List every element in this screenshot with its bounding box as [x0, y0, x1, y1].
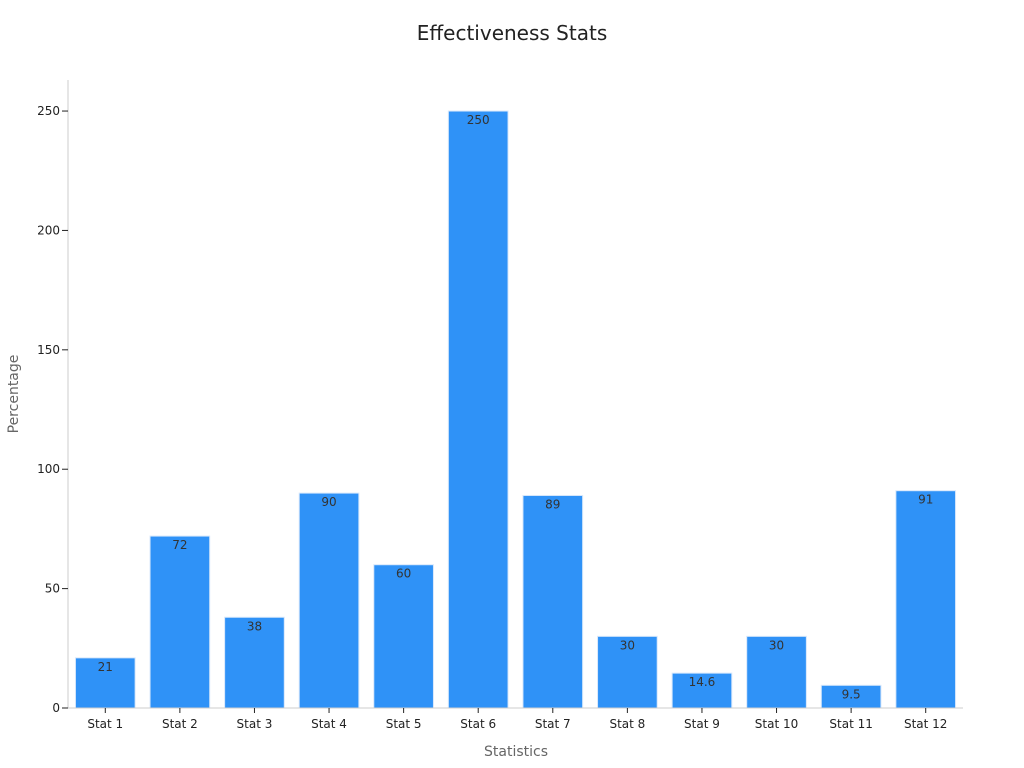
x-tick-label: Stat 9 [684, 717, 720, 731]
y-tick-label: 0 [52, 701, 60, 715]
data-label: 72 [172, 538, 187, 552]
bar [298, 492, 360, 709]
bar [149, 535, 211, 709]
bar [447, 110, 509, 709]
data-label: 9.5 [842, 687, 861, 701]
bars: 21 72 38 90 60 250 89 30 14.6 30 9.5 91 [74, 110, 957, 709]
y-tick-label: 100 [37, 462, 60, 476]
y-axis: 0 50 100 150 200 250 [37, 80, 69, 715]
data-label: 250 [467, 113, 490, 127]
x-tick-label: Stat 8 [609, 717, 645, 731]
y-tick-label: 150 [37, 343, 60, 357]
data-label: 60 [396, 567, 411, 581]
bar [597, 635, 658, 709]
x-tick-label: Stat 6 [460, 717, 496, 731]
x-axis-title: Statistics [484, 744, 548, 760]
x-tick-label: Stat 10 [755, 717, 798, 731]
x-tick-label: Stat 1 [87, 717, 123, 731]
data-label: 89 [545, 497, 560, 511]
chart-title: Effectiveness Stats [417, 21, 608, 45]
data-label: 30 [620, 638, 635, 652]
y-tick-label: 50 [45, 582, 60, 596]
x-tick-label: Stat 11 [829, 717, 872, 731]
x-tick-label: Stat 12 [904, 717, 947, 731]
bar [522, 494, 584, 709]
x-tick-label: Stat 2 [162, 717, 198, 731]
bar [373, 564, 434, 709]
x-tick-label: Stat 4 [311, 717, 347, 731]
bar [895, 490, 957, 709]
x-tick-label: Stat 3 [237, 717, 273, 731]
bar [746, 635, 807, 709]
bar [671, 672, 733, 709]
data-label: 90 [321, 495, 336, 509]
y-tick-label: 250 [37, 104, 60, 118]
y-axis-title: Percentage [6, 355, 22, 434]
x-tick-label: Stat 7 [535, 717, 571, 731]
data-label: 21 [98, 660, 113, 674]
data-label: 91 [918, 493, 933, 507]
x-tick-label: Stat 5 [386, 717, 422, 731]
x-axis: Stat 1 Stat 2 Stat 3 Stat 4 Stat 5 Stat 6 Stat… [68, 707, 963, 731]
y-tick-label: 200 [37, 223, 60, 237]
data-label: 14.6 [689, 675, 716, 689]
data-label: 30 [769, 638, 784, 652]
data-label: 38 [247, 619, 262, 633]
bar [224, 616, 285, 709]
